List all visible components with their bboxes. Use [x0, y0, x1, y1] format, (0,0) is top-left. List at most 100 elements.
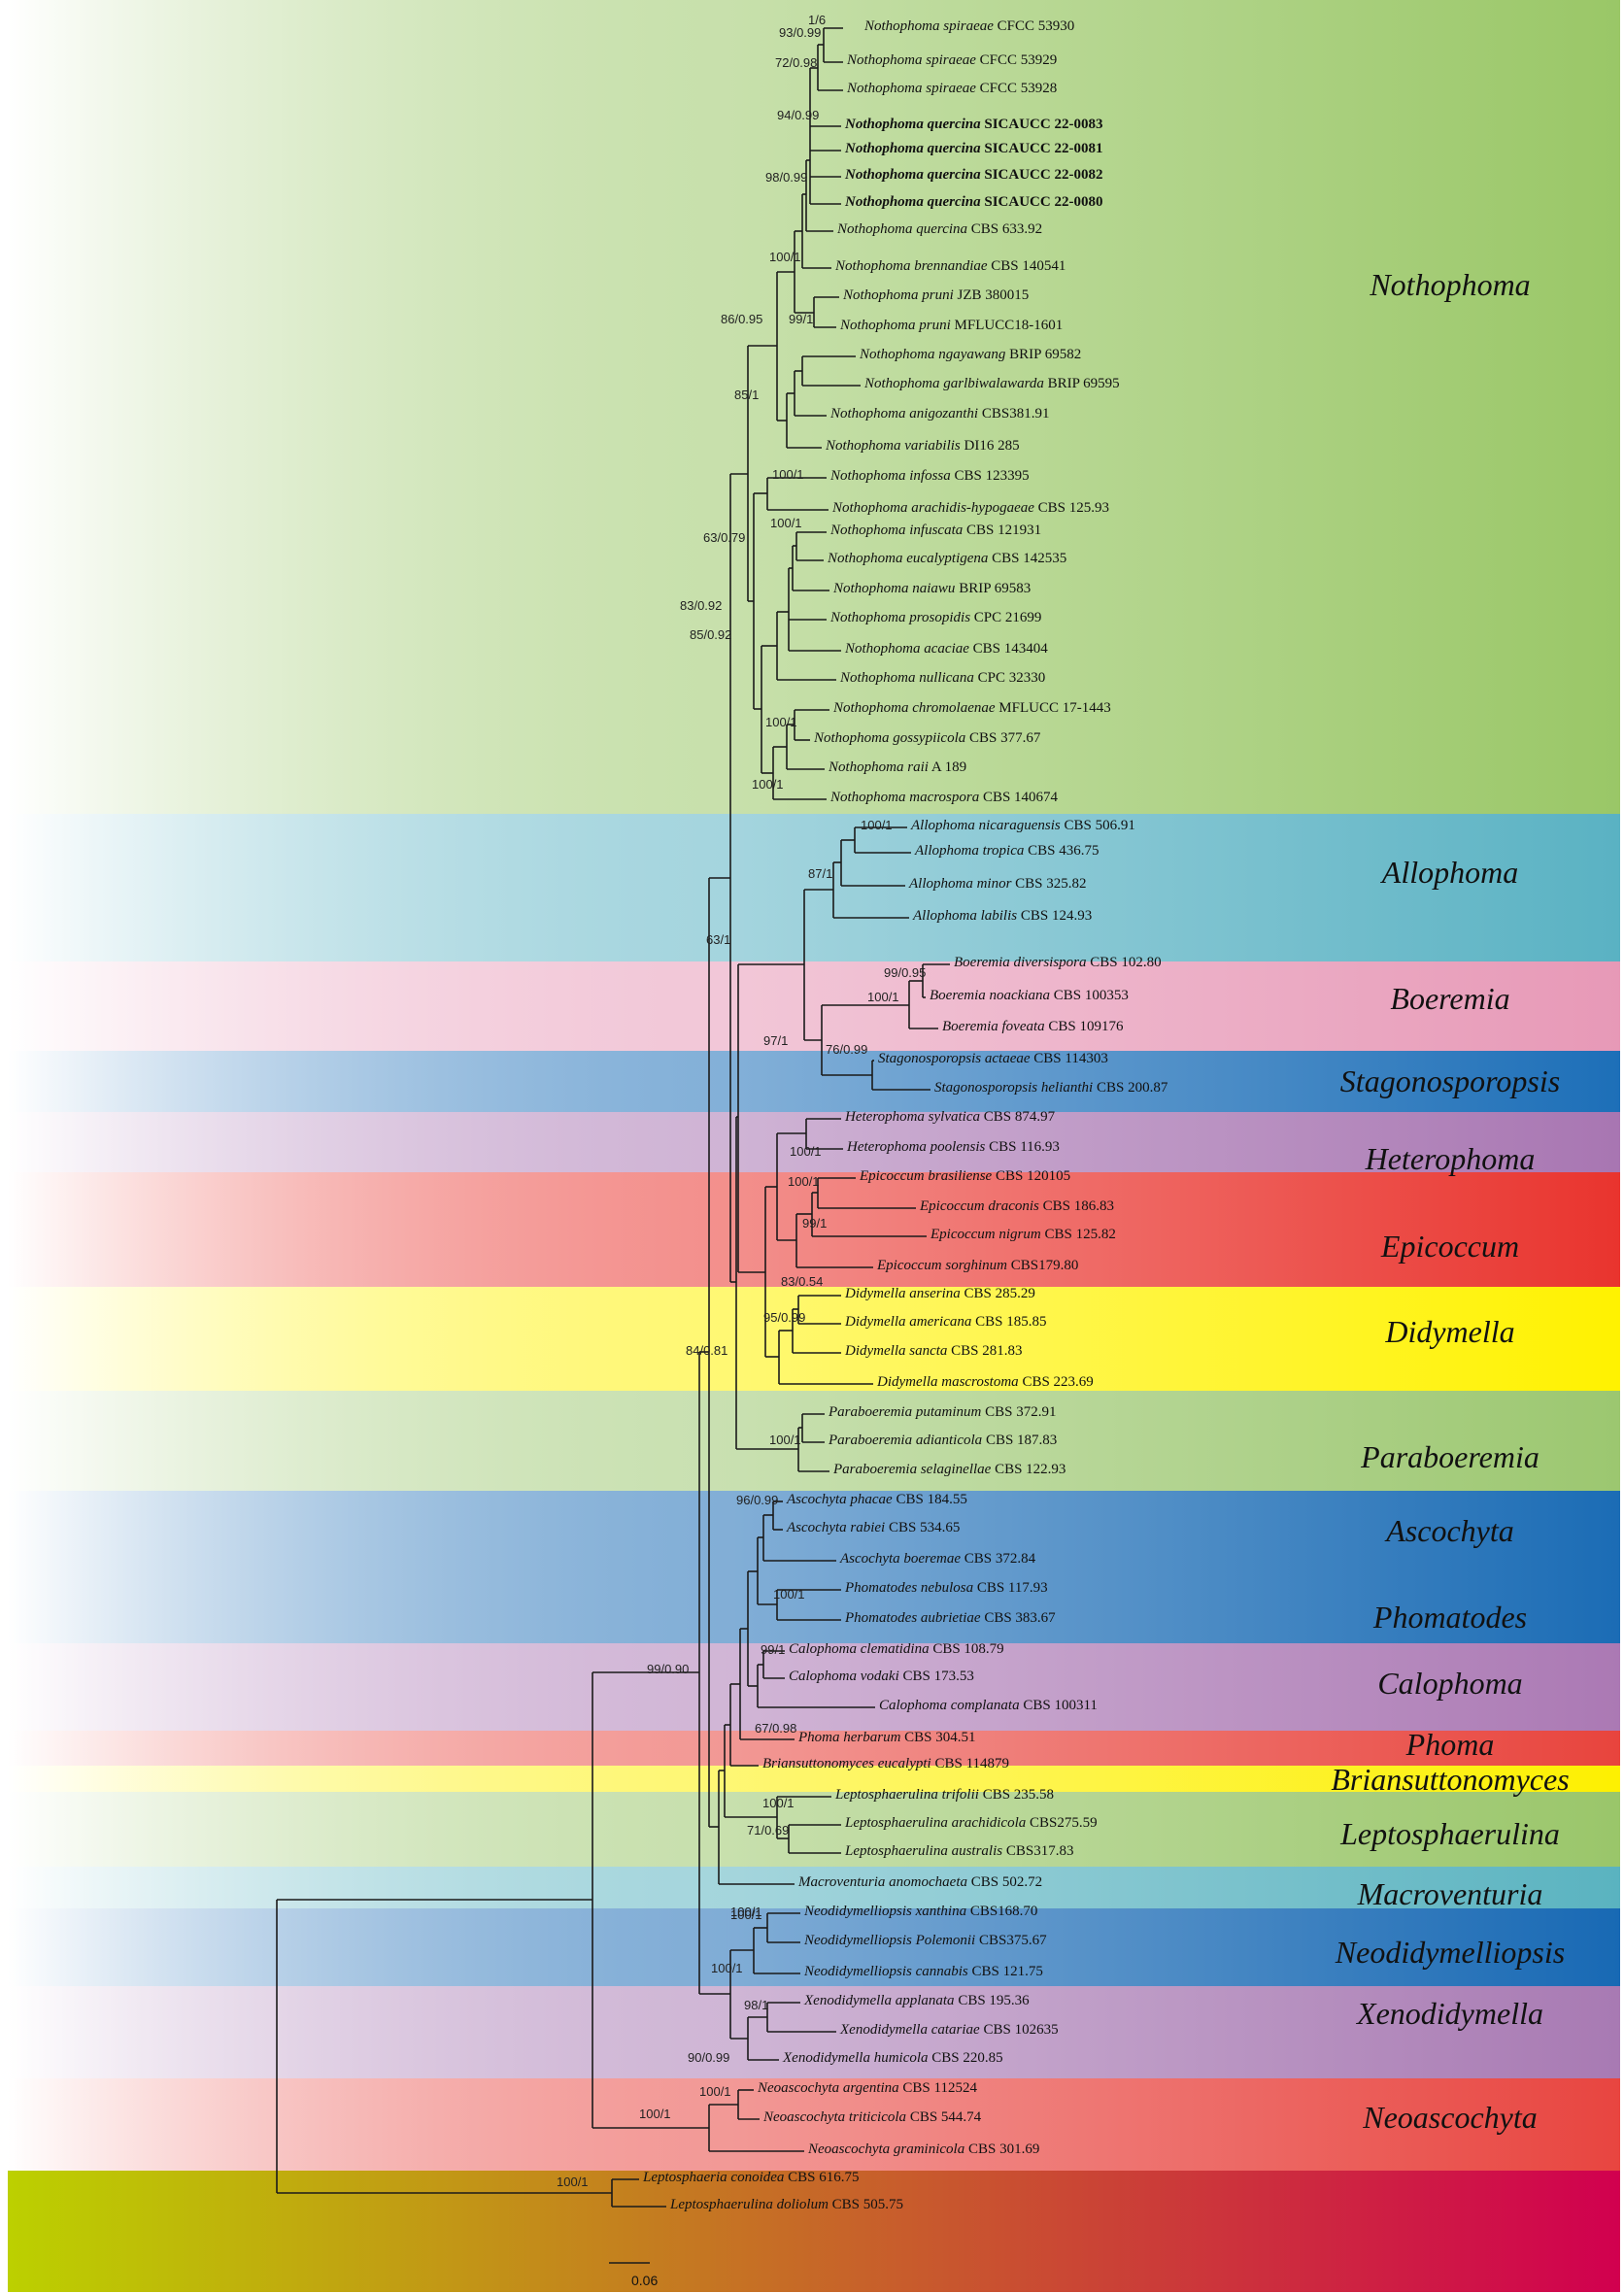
taxon-strain: CBS 121931 [963, 523, 1042, 538]
taxon-species: Allophoma nicaraguensis [911, 818, 1061, 833]
taxon-species: Didymella anserina [845, 1286, 961, 1301]
taxon-strain: CFCC 53930 [993, 18, 1075, 34]
taxon-label: Nothophoma prosopidis CPC 21699 [830, 611, 1041, 625]
taxon-species: Xenodidymella humicola [783, 2050, 929, 2066]
taxon-label: Allophoma tropica CBS 436.75 [915, 844, 1099, 859]
taxon-label: Xenodidymella humicola CBS 220.85 [783, 2051, 1003, 2066]
support-value: 96/0.99 [736, 1493, 779, 1507]
clade-name-nothophoma: Nothophoma [1370, 267, 1531, 302]
taxon-strain: SICAUCC 22-0082 [980, 167, 1103, 183]
taxon-strain: CBS 102.80 [1086, 955, 1162, 970]
support-value: 76/0.99 [826, 1042, 868, 1057]
taxon-species: Nothophoma pruni [840, 318, 951, 333]
taxon-label: Allophoma nicaraguensis CBS 506.91 [911, 819, 1135, 833]
taxon-species: Nothophoma raii [829, 759, 929, 775]
clade-name-ascochyta: Ascochyta [1386, 1513, 1514, 1548]
support-value: 85/1 [734, 388, 760, 402]
taxon-label: Boeremia foveata CBS 109176 [942, 1020, 1124, 1034]
taxon-label: Nothophoma quercina SICAUCC 22-0082 [845, 168, 1102, 183]
taxon-species: Calophoma vodaki [789, 1669, 899, 1684]
clade-name-neodidymelliopsis: Neodidymelliopsis [1335, 1935, 1566, 1970]
taxon-strain: CBS 184.55 [892, 1492, 967, 1507]
taxon-strain: DI16 285 [960, 438, 1020, 454]
taxon-species: Nothophoma pruni [843, 287, 954, 303]
taxon-strain: MFLUCC 17-1443 [995, 700, 1111, 716]
taxon-species: Didymella sancta [845, 1343, 948, 1359]
support-value: 100/1 [557, 2175, 589, 2189]
support-value: 90/0.99 [688, 2050, 730, 2065]
support-value: 100/1 [788, 1174, 820, 1189]
support-value: 72/0.98 [775, 55, 818, 70]
taxon-strain: CBS 100353 [1050, 988, 1129, 1003]
taxon-species: Epicoccum brasiliense [860, 1168, 993, 1184]
support-value: 100/1 [772, 467, 804, 482]
support-value: 1/6 [808, 13, 827, 27]
taxon-species: Xenodidymella applanata [804, 1993, 955, 2008]
tree-branches [276, 27, 950, 2264]
taxon-species: Nothophoma quercina [845, 117, 981, 132]
taxon-label: Heterophoma poolensis CBS 116.93 [847, 1140, 1060, 1155]
taxon-species: Paraboeremia selaginellae [833, 1462, 992, 1477]
taxon-strain: CBS 534.65 [885, 1520, 961, 1535]
taxon-label: Nothophoma chromolaenae MFLUCC 17-1443 [833, 701, 1111, 716]
taxon-strain: CBS 195.36 [954, 1993, 1030, 2008]
taxon-label: Didymella anserina CBS 285.29 [845, 1287, 1035, 1301]
taxon-strain: CBS 281.83 [947, 1343, 1023, 1359]
support-value: 99/1 [802, 1216, 828, 1231]
support-value: 87/1 [808, 866, 833, 881]
support-value: 100/1 [770, 516, 802, 530]
taxon-species: Nothophoma brennandiae [835, 258, 988, 274]
taxon-label: Paraboeremia putaminum CBS 372.91 [829, 1405, 1056, 1420]
taxon-label: Nothophoma quercina SICAUCC 22-0083 [845, 118, 1102, 132]
clade-name-phomatodes: Phomatodes [1372, 1600, 1528, 1635]
clade-band-outgroup [8, 2171, 1620, 2292]
taxon-strain: CBS168.70 [966, 1904, 1038, 1919]
taxon-label: Phomatodes nebulosa CBS 117.93 [845, 1581, 1048, 1596]
taxon-label: Calophoma complanata CBS 100311 [879, 1699, 1098, 1713]
taxon-label: Macroventuria anomochaeta CBS 502.72 [798, 1875, 1042, 1890]
taxon-strain: CBS 114879 [930, 1756, 1010, 1771]
taxon-strain: CBS 117.93 [973, 1580, 1048, 1596]
taxon-strain: CBS 124.93 [1017, 908, 1093, 924]
taxon-label: Nothophoma infuscata CBS 121931 [830, 523, 1041, 538]
clade-name-heterophoma: Heterophoma [1365, 1141, 1536, 1176]
taxon-species: Nothophoma infossa [830, 468, 951, 484]
taxon-label: Nothophoma quercina SICAUCC 22-0080 [845, 195, 1102, 210]
taxon-species: Nothophoma spiraeae [847, 81, 976, 96]
taxon-label: Stagonosporopsis actaeae CBS 114303 [878, 1052, 1108, 1066]
clade-name-didymella: Didymella [1385, 1314, 1515, 1349]
taxon-species: Neodidymelliopsis cannabis [804, 1964, 968, 1979]
taxon-strain: CBS375.67 [975, 1933, 1047, 1948]
support-value: 63/1 [706, 932, 731, 947]
taxon-label: Nothophoma pruni JZB 380015 [843, 288, 1029, 303]
taxon-species: Nothophoma infuscata [830, 523, 964, 538]
taxon-label: Nothophoma garlbiwalawarda BRIP 69595 [864, 377, 1120, 391]
taxon-label: Epicoccum brasiliense CBS 120105 [860, 1169, 1070, 1184]
support-value: 99/0.95 [884, 965, 927, 980]
support-value: 99/0.90 [647, 1662, 690, 1676]
taxon-label: Nothophoma quercina SICAUCC 22-0081 [845, 142, 1102, 156]
taxon-species: Leptosphaerulina doliolum [670, 2197, 829, 2212]
taxon-strain: CBS 372.84 [960, 1551, 1036, 1567]
taxon-label: Nothophoma macrospora CBS 140674 [830, 791, 1058, 805]
taxon-species: Briansuttonomyces eucalypti [762, 1756, 931, 1771]
taxon-species: Nothophoma quercina [845, 167, 981, 183]
taxon-label: Epicoccum sorghinum CBS179.80 [877, 1259, 1078, 1273]
taxon-strain: CBS 436.75 [1024, 843, 1100, 859]
clade-name-xenodidymella: Xenodidymella [1357, 1996, 1543, 2031]
taxon-label: Epicoccum draconis CBS 186.83 [920, 1199, 1114, 1214]
taxon-label: Ascochyta boeremae CBS 372.84 [840, 1552, 1035, 1567]
clade-band-paraboeremia [8, 1391, 1620, 1491]
taxon-label: Epicoccum nigrum CBS 125.82 [930, 1228, 1116, 1242]
clade-name-macroventuria: Macroventuria [1357, 1876, 1543, 1911]
taxon-species: Neoascochyta graminicola [808, 2141, 965, 2157]
taxon-label: Phoma herbarum CBS 304.51 [798, 1731, 976, 1745]
taxon-strain: CBS 616.75 [784, 2170, 860, 2185]
support-value: 86/0.95 [721, 312, 763, 326]
taxon-label: Nothophoma naiawu BRIP 69583 [833, 582, 1031, 596]
support-value: 100/1 [752, 777, 784, 792]
support-value: 94/0.99 [777, 108, 820, 122]
taxon-species: Nothophoma garlbiwalawarda [864, 376, 1044, 391]
taxon-label: Stagonosporopsis helianthi CBS 200.87 [934, 1081, 1167, 1096]
taxon-label: Allophoma labilis CBS 124.93 [913, 909, 1092, 924]
